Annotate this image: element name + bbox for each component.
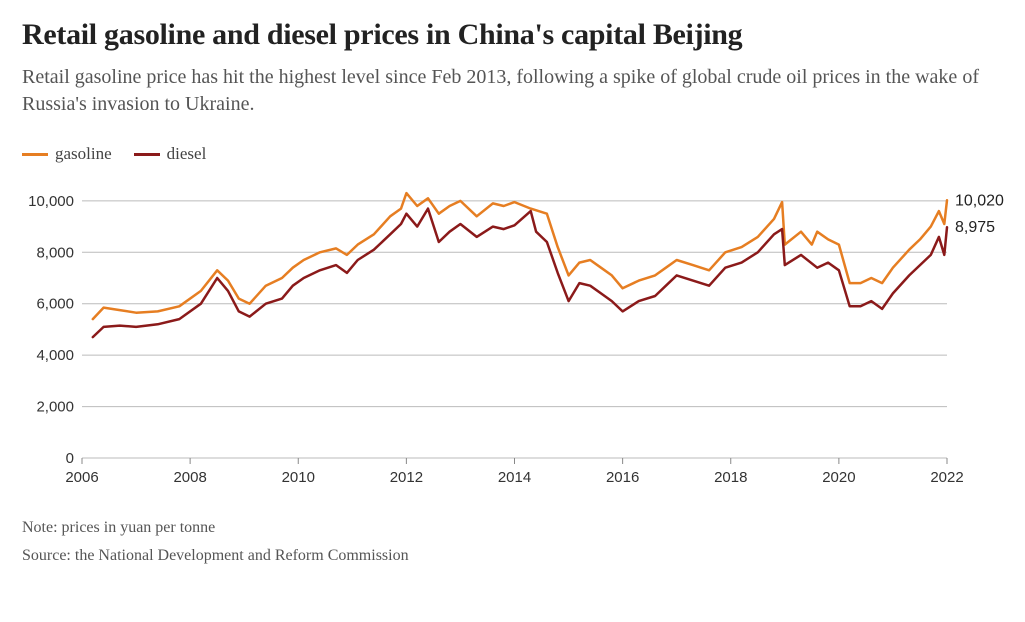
svg-text:2022: 2022: [930, 469, 963, 486]
svg-text:2020: 2020: [822, 469, 855, 486]
chart-container: 0 2,000 4,000 6,000 8,000 10,000 2006 2008 2010 2…: [22, 178, 1003, 498]
svg-text:4,000: 4,000: [36, 347, 74, 364]
series-gasoline: [93, 193, 947, 319]
line-chart: 0 2,000 4,000 6,000 8,000 10,000 2006 2008 2010 2…: [22, 178, 1007, 498]
svg-text:2006: 2006: [65, 469, 98, 486]
legend: gasoline diesel: [22, 144, 1003, 164]
legend-label-diesel: diesel: [167, 144, 207, 164]
svg-text:2016: 2016: [606, 469, 639, 486]
chart-source: Source: the National Development and Ref…: [22, 544, 1003, 568]
legend-swatch-gasoline: [22, 153, 48, 156]
svg-text:2012: 2012: [390, 469, 423, 486]
legend-label-gasoline: gasoline: [55, 144, 112, 164]
chart-subtitle: Retail gasoline price has hit the highes…: [22, 64, 1003, 118]
chart-title: Retail gasoline and diesel prices in Chi…: [22, 18, 1003, 52]
svg-text:2018: 2018: [714, 469, 747, 486]
end-label-diesel: 8,975: [955, 219, 995, 236]
svg-text:2008: 2008: [173, 469, 206, 486]
svg-text:6,000: 6,000: [36, 296, 74, 313]
svg-text:0: 0: [66, 450, 74, 467]
legend-item-gasoline: gasoline: [22, 144, 112, 164]
legend-item-diesel: diesel: [134, 144, 207, 164]
chart-note: Note: prices in yuan per tonne: [22, 516, 1003, 540]
svg-text:2010: 2010: [282, 469, 315, 486]
legend-swatch-diesel: [134, 153, 160, 156]
svg-text:10,000: 10,000: [28, 193, 74, 210]
end-label-gasoline: 10,020: [955, 192, 1004, 209]
svg-text:2014: 2014: [498, 469, 531, 486]
svg-text:2,000: 2,000: [36, 399, 74, 416]
svg-text:8,000: 8,000: [36, 244, 74, 261]
